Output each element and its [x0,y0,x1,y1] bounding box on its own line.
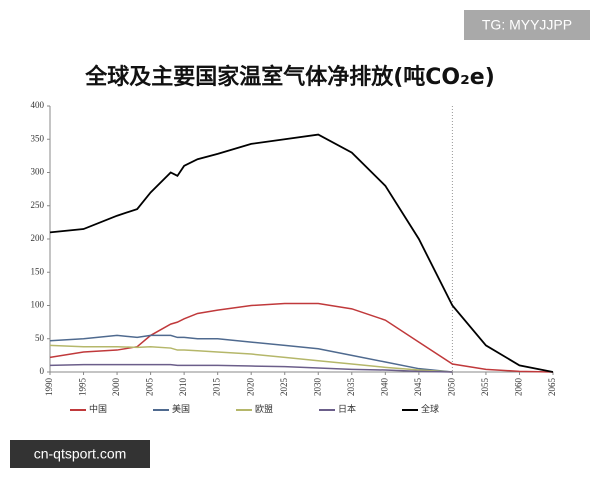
series-line [49,133,554,373]
x-tick-label: 2040 [379,378,389,397]
x-tick-label: 2055 [480,378,490,397]
series-line [49,302,554,373]
y-tick-label: 350 [31,133,45,143]
legend-label: 美国 [172,403,190,414]
series-line [49,344,453,373]
x-tick-label: 2060 [514,378,524,397]
legend-label: 日本 [338,403,356,414]
x-tick-label: 2000 [111,378,121,397]
y-tick-label: 200 [31,233,45,243]
x-tick-label: 2050 [446,378,456,397]
x-tick-label: 1990 [44,378,54,397]
watermark: TG: MYYJJPP [482,17,572,33]
watermark: cn-qtsport.com [34,446,127,462]
series-line [49,334,453,373]
legend-label: 中国 [89,403,107,414]
y-tick-label: 50 [35,333,45,343]
legend-label: 欧盟 [255,403,273,414]
y-tick-label: 100 [31,300,45,310]
y-tick-label: 300 [31,167,45,177]
x-tick-label: 2015 [212,378,222,397]
legend-label: 全球 [421,403,439,414]
y-tick-label: 400 [31,100,45,110]
x-tick-label: 2030 [312,378,322,397]
x-tick-label: 2025 [279,378,289,397]
x-tick-label: 2020 [245,378,255,397]
y-tick-label: 250 [31,200,45,210]
watermark-box [464,10,590,40]
x-tick-label: 1995 [78,378,88,397]
watermark-box [10,440,150,468]
x-tick-label: 2035 [346,378,356,397]
x-tick-label: 2045 [413,378,423,397]
x-tick-label: 2005 [145,378,155,397]
x-tick-label: 2010 [178,378,188,397]
chart-title: 全球及主要国家温室气体净排放(吨CO₂e) [84,64,495,90]
series-line [49,363,453,373]
y-tick-label: 150 [31,266,45,276]
y-tick-label: 0 [40,366,45,376]
x-tick-label: 2065 [547,378,557,397]
